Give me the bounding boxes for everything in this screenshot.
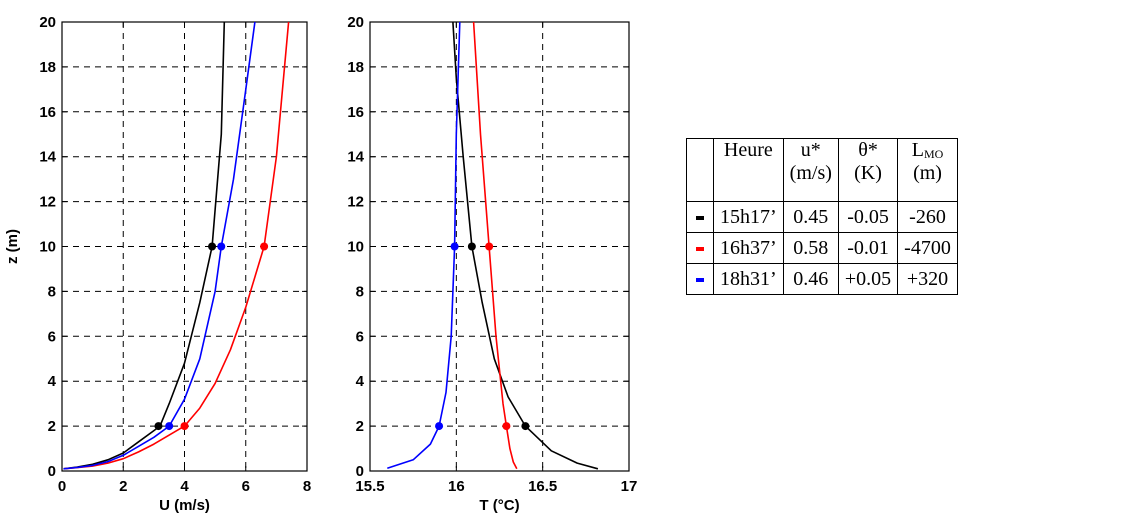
y-tick-label: 4 (48, 373, 57, 390)
data-point (521, 422, 530, 431)
y-tick-label: 14 (347, 149, 364, 166)
table-header-blank (686, 138, 714, 202)
y-tick-label: 18 (347, 59, 364, 76)
series-marker (696, 277, 704, 282)
table-cell-lmo: +320 (897, 263, 958, 295)
data-point (154, 422, 163, 431)
y-tick-label: 8 (356, 283, 364, 300)
table-cell-heure: 16h37’ (713, 232, 784, 264)
y-tick-label: 16 (39, 104, 56, 121)
y-tick-label: 6 (48, 328, 56, 345)
y-axis-label: z (m) (4, 229, 21, 264)
series-marker-cell (686, 232, 714, 264)
y-tick-label: 12 (347, 194, 364, 211)
parameters-table: Heure u* (m/s) θ* (K) LMO (m) 15h17’ 0.45 -… (686, 138, 958, 295)
table-row: 15h17’ 0.45 -0.05 -260 (686, 201, 958, 233)
y-tick-label: 6 (356, 328, 364, 345)
x-tick-label: 4 (180, 478, 189, 495)
table-cell-thetastar: -0.05 (837, 201, 899, 233)
data-point (208, 242, 217, 251)
data-point (217, 242, 226, 251)
table-header-thetastar: θ* (K) (837, 138, 899, 202)
series-line (472, 21, 518, 470)
series-marker (696, 246, 704, 251)
series-marker (696, 215, 704, 220)
data-point (435, 422, 444, 431)
y-tick-label: 2 (48, 418, 56, 435)
series-line (387, 21, 461, 470)
y-tick-label: 2 (356, 418, 364, 435)
wind-speed-plot: 0 2 4 6 8 0 2 4 6 8 10 12 14 16 18 20 U (m/s) z (m) (4, 14, 311, 514)
x-axis-label: T (°C) (479, 497, 519, 514)
y-tick-label: 4 (356, 373, 365, 390)
table-cell-lmo: -4700 (897, 232, 958, 264)
x-axis-label: U (m/s) (159, 497, 210, 514)
series-line (63, 21, 256, 470)
table-cell-ustar: 0.46 (782, 263, 839, 295)
x-tick-label: 16 (448, 478, 465, 495)
table-cell-thetastar: -0.01 (837, 232, 899, 264)
data-point (180, 422, 189, 431)
y-tick-label: 12 (39, 194, 56, 211)
y-tick-label: 20 (347, 14, 364, 31)
data-point (260, 242, 269, 251)
series-marker-cell (686, 201, 714, 233)
temperature-plot: 15.5 16 16.5 17 0 2 4 6 8 10 12 14 16 18 20 T (°C) (347, 14, 637, 514)
y-tick-label: 16 (347, 104, 364, 121)
table-cell-heure: 18h31’ (713, 263, 784, 295)
data-point (450, 242, 459, 251)
series-line (452, 21, 599, 470)
x-tick-label: 16.5 (528, 478, 557, 495)
table-header-ustar: u* (m/s) (782, 138, 839, 202)
table-header-row: Heure u* (m/s) θ* (K) LMO (m) (686, 138, 958, 202)
series-marker-cell (686, 263, 714, 295)
table-header-lmo: LMO (m) (897, 138, 958, 202)
y-tick-label: 18 (39, 59, 56, 76)
data-point (502, 422, 511, 431)
data-point (165, 422, 174, 431)
y-tick-label: 14 (39, 149, 56, 166)
y-tick-label: 0 (48, 463, 56, 480)
x-tick-label: 6 (242, 478, 250, 495)
y-tick-label: 20 (39, 14, 56, 31)
x-tick-label: 17 (621, 478, 638, 495)
x-tick-label: 0 (58, 478, 66, 495)
data-point (467, 242, 476, 251)
y-tick-label: 10 (39, 239, 56, 256)
table-row: 18h31’ 0.46 +0.05 +320 (686, 263, 958, 295)
table-header-heure: Heure (713, 138, 784, 202)
series-line (63, 21, 290, 470)
x-tick-label: 15.5 (355, 478, 384, 495)
table-row: 16h37’ 0.58 -0.01 -4700 (686, 232, 958, 264)
y-tick-label: 0 (356, 463, 364, 480)
y-tick-label: 8 (48, 283, 56, 300)
series-line (63, 21, 226, 470)
table-cell-heure: 15h17’ (713, 201, 784, 233)
x-tick-label: 2 (119, 478, 127, 495)
table-cell-lmo: -260 (897, 201, 958, 233)
x-tick-label: 8 (303, 478, 311, 495)
table-cell-ustar: 0.45 (782, 201, 839, 233)
table-cell-thetastar: +0.05 (837, 263, 899, 295)
data-point (485, 242, 494, 251)
table-cell-ustar: 0.58 (782, 232, 839, 264)
y-tick-label: 10 (347, 239, 364, 256)
